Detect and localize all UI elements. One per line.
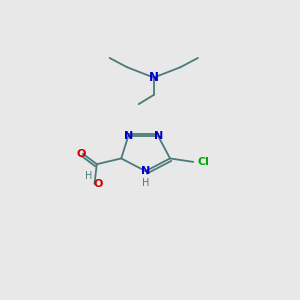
Text: H: H <box>85 171 92 181</box>
Text: N: N <box>124 131 133 142</box>
Text: O: O <box>93 179 103 189</box>
Text: N: N <box>154 131 163 142</box>
Text: N: N <box>149 71 159 84</box>
Text: O: O <box>77 149 86 159</box>
Text: N: N <box>141 166 150 176</box>
Text: Cl: Cl <box>197 157 209 167</box>
Text: H: H <box>142 178 149 188</box>
